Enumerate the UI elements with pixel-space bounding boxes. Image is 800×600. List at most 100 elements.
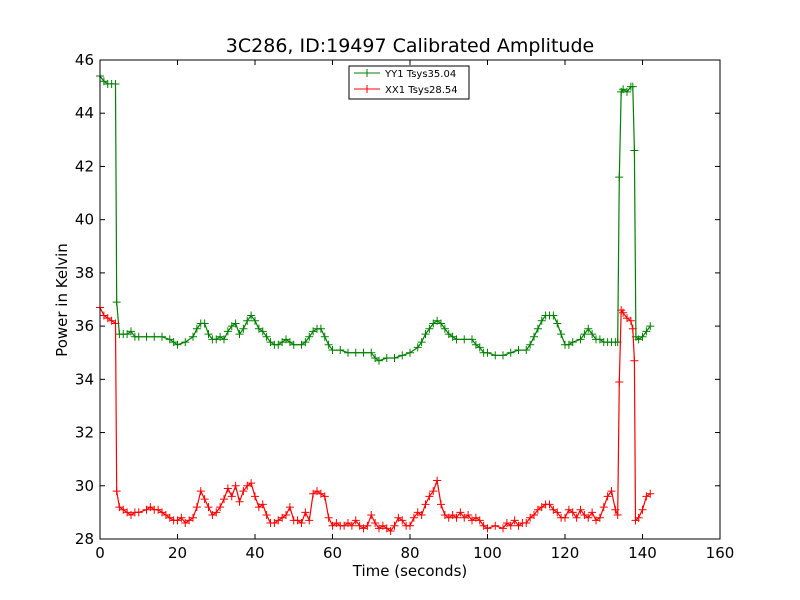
data-point-marker [628,82,637,91]
data-point-marker [398,516,407,525]
series-1 [96,303,655,536]
data-point-marker [220,495,228,504]
data-point-marker [111,79,120,88]
data-point-marker [628,324,637,333]
data-point-marker [603,492,612,501]
data-point-marker [499,351,507,360]
axis-ticks: 0 20 40 60 80 100 120 140 160 28 30 32 34 36 38 40 42 44 4… [75,51,734,562]
data-point-marker [235,497,244,506]
data-point-marker [506,348,515,357]
data-point-marker [452,335,461,344]
data-point-marker [615,173,624,182]
plot-frame [99,59,721,540]
data-point-marker [409,513,418,522]
data-point-marker [417,338,426,347]
data-point-marker [316,324,325,333]
data-point-marker [251,492,259,501]
data-point-marker [533,324,542,333]
data-point-marker [158,332,166,341]
data-point-marker [235,330,244,339]
data-point-marker [460,335,469,344]
legend-label-yy1: YY1 Tsys35.04 [384,69,456,80]
data-point-marker [568,338,577,347]
data-point-marker [475,516,484,525]
data-point-marker [576,335,585,344]
data-point-marker [216,503,225,512]
data-point-marker [613,511,622,520]
y-tick-label: 32 [75,424,94,442]
legend-label-xx1: XX1 Tsys28.54 [385,85,458,96]
data-point-marker [223,484,232,493]
data-point-marker [611,505,620,514]
data-point-marker [192,503,201,512]
data-point-marker [595,513,604,522]
y-tick-label: 30 [75,477,94,495]
data-point-marker [142,332,151,341]
data-point-marker [262,511,271,520]
x-tick-label: 140 [628,544,657,562]
data-point-marker [386,527,395,536]
data-point-marker [417,511,426,520]
data-point-marker [239,487,248,496]
data-point-marker [483,348,492,357]
y-tick-label: 46 [75,51,94,69]
data-point-marker [301,338,310,347]
legend-box [348,65,470,100]
data-point-marker [514,346,523,355]
y-tick-label: 34 [75,370,94,388]
data-point-marker [196,487,205,496]
data-point-marker [223,327,232,336]
series-line [99,75,651,362]
data-point-marker [200,495,209,504]
data-point-marker [258,327,267,336]
data-point-marker [584,513,593,522]
data-point-marker [344,348,352,357]
data-point-marker [510,516,519,525]
data-point-marker [247,311,256,320]
data-point-marker [553,508,562,517]
data-point-marker [530,511,538,520]
data-point-marker [181,338,190,347]
data-point-marker [282,511,290,520]
data-point-marker [289,340,298,349]
y-tick-label: 28 [75,530,94,548]
data-point-marker [177,513,186,522]
data-point-marker [231,481,240,490]
data-point-marker [390,521,399,530]
data-point-marker [522,519,531,528]
y-tick-label: 40 [75,211,94,229]
legend-marker-xx1 [363,85,371,93]
data-point-marker [320,492,329,501]
data-point-marker [134,508,143,517]
x-tick-label: 40 [245,544,264,562]
data-point-marker [305,516,314,525]
data-point-marker [406,521,414,530]
data-point-marker [220,335,228,344]
x-tick-label: 0 [95,544,105,562]
data-point-marker [483,524,492,533]
data-point-marker [204,503,213,512]
data-point-marker [324,340,333,349]
data-point-marker [239,324,248,333]
data-point-marker [351,516,360,525]
data-point-marker [390,354,399,363]
data-point-marker [506,521,515,530]
data-point-marker [367,348,376,357]
data-point-marker [630,356,639,365]
data-point-marker [568,508,577,517]
data-point-marker [127,327,135,336]
data-point-marker [367,511,376,520]
series-0 [96,71,655,365]
data-point-marker [646,322,655,331]
x-tick-label: 160 [706,544,735,562]
y-tick-label: 36 [75,317,94,335]
data-point-marker [134,332,143,341]
data-point-marker [297,519,306,528]
data-point-marker [204,330,213,339]
data-point-marker [642,327,651,336]
x-tick-label: 20 [168,544,187,562]
data-point-marker [638,505,647,514]
data-point-marker [576,505,585,514]
x-tick-label: 120 [551,544,580,562]
data-point-marker [437,319,445,328]
